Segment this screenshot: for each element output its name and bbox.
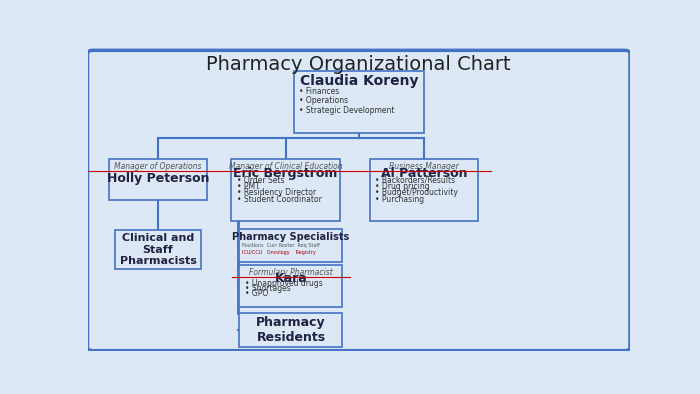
FancyBboxPatch shape bbox=[231, 159, 340, 221]
Text: Manager of Clinical Education: Manager of Clinical Education bbox=[229, 162, 342, 171]
Text: Pharmacy Specialists: Pharmacy Specialists bbox=[232, 232, 349, 242]
FancyBboxPatch shape bbox=[239, 265, 342, 307]
Text: • Order Sets: • Order Sets bbox=[237, 176, 284, 184]
Text: • Operations: • Operations bbox=[299, 97, 348, 106]
Text: Pharmacy
Residents: Pharmacy Residents bbox=[256, 316, 326, 344]
Text: • Backorders/Results: • Backorders/Results bbox=[375, 176, 455, 184]
Text: • PMT: • PMT bbox=[237, 182, 260, 191]
Text: • Strategic Development: • Strategic Development bbox=[299, 106, 395, 115]
FancyBboxPatch shape bbox=[239, 229, 342, 262]
Text: • Unapproved drugs: • Unapproved drugs bbox=[245, 279, 323, 288]
Text: Kara: Kara bbox=[274, 272, 307, 285]
Text: • Purchasing: • Purchasing bbox=[375, 195, 424, 204]
Text: Pharmacy Organizational Chart: Pharmacy Organizational Chart bbox=[206, 55, 511, 74]
Text: Clinical and
Staff
Pharmacists: Clinical and Staff Pharmacists bbox=[120, 233, 197, 266]
FancyBboxPatch shape bbox=[294, 71, 424, 133]
Text: Holly Peterson: Holly Peterson bbox=[107, 172, 209, 184]
Text: Manager of Operations: Manager of Operations bbox=[114, 162, 202, 171]
Text: Formulary Pharmacist: Formulary Pharmacist bbox=[249, 268, 332, 277]
Text: Positions  Curr Roster  Req Staff: Positions Curr Roster Req Staff bbox=[242, 243, 320, 248]
Text: • GPO: • GPO bbox=[245, 289, 268, 298]
FancyBboxPatch shape bbox=[109, 159, 207, 200]
FancyBboxPatch shape bbox=[115, 230, 202, 269]
Text: Eric Bergstrom: Eric Bergstrom bbox=[233, 167, 337, 180]
Text: • Drug pricing: • Drug pricing bbox=[375, 182, 430, 191]
FancyBboxPatch shape bbox=[239, 313, 342, 347]
Text: • Residency Director: • Residency Director bbox=[237, 188, 316, 197]
Text: ICU/CCU   Oncology    Registry: ICU/CCU Oncology Registry bbox=[242, 249, 316, 255]
FancyBboxPatch shape bbox=[88, 50, 630, 351]
Text: Business Manager: Business Manager bbox=[389, 162, 458, 171]
Text: • Budget/Productivity: • Budget/Productivity bbox=[375, 188, 458, 197]
Text: • Student Coordinator: • Student Coordinator bbox=[237, 195, 321, 204]
Text: • Shortages: • Shortages bbox=[245, 284, 290, 293]
Text: Al Patterson: Al Patterson bbox=[381, 167, 467, 180]
Text: Claudia Koreny: Claudia Koreny bbox=[300, 74, 418, 88]
Text: • Finances: • Finances bbox=[299, 87, 340, 96]
FancyBboxPatch shape bbox=[370, 159, 478, 221]
